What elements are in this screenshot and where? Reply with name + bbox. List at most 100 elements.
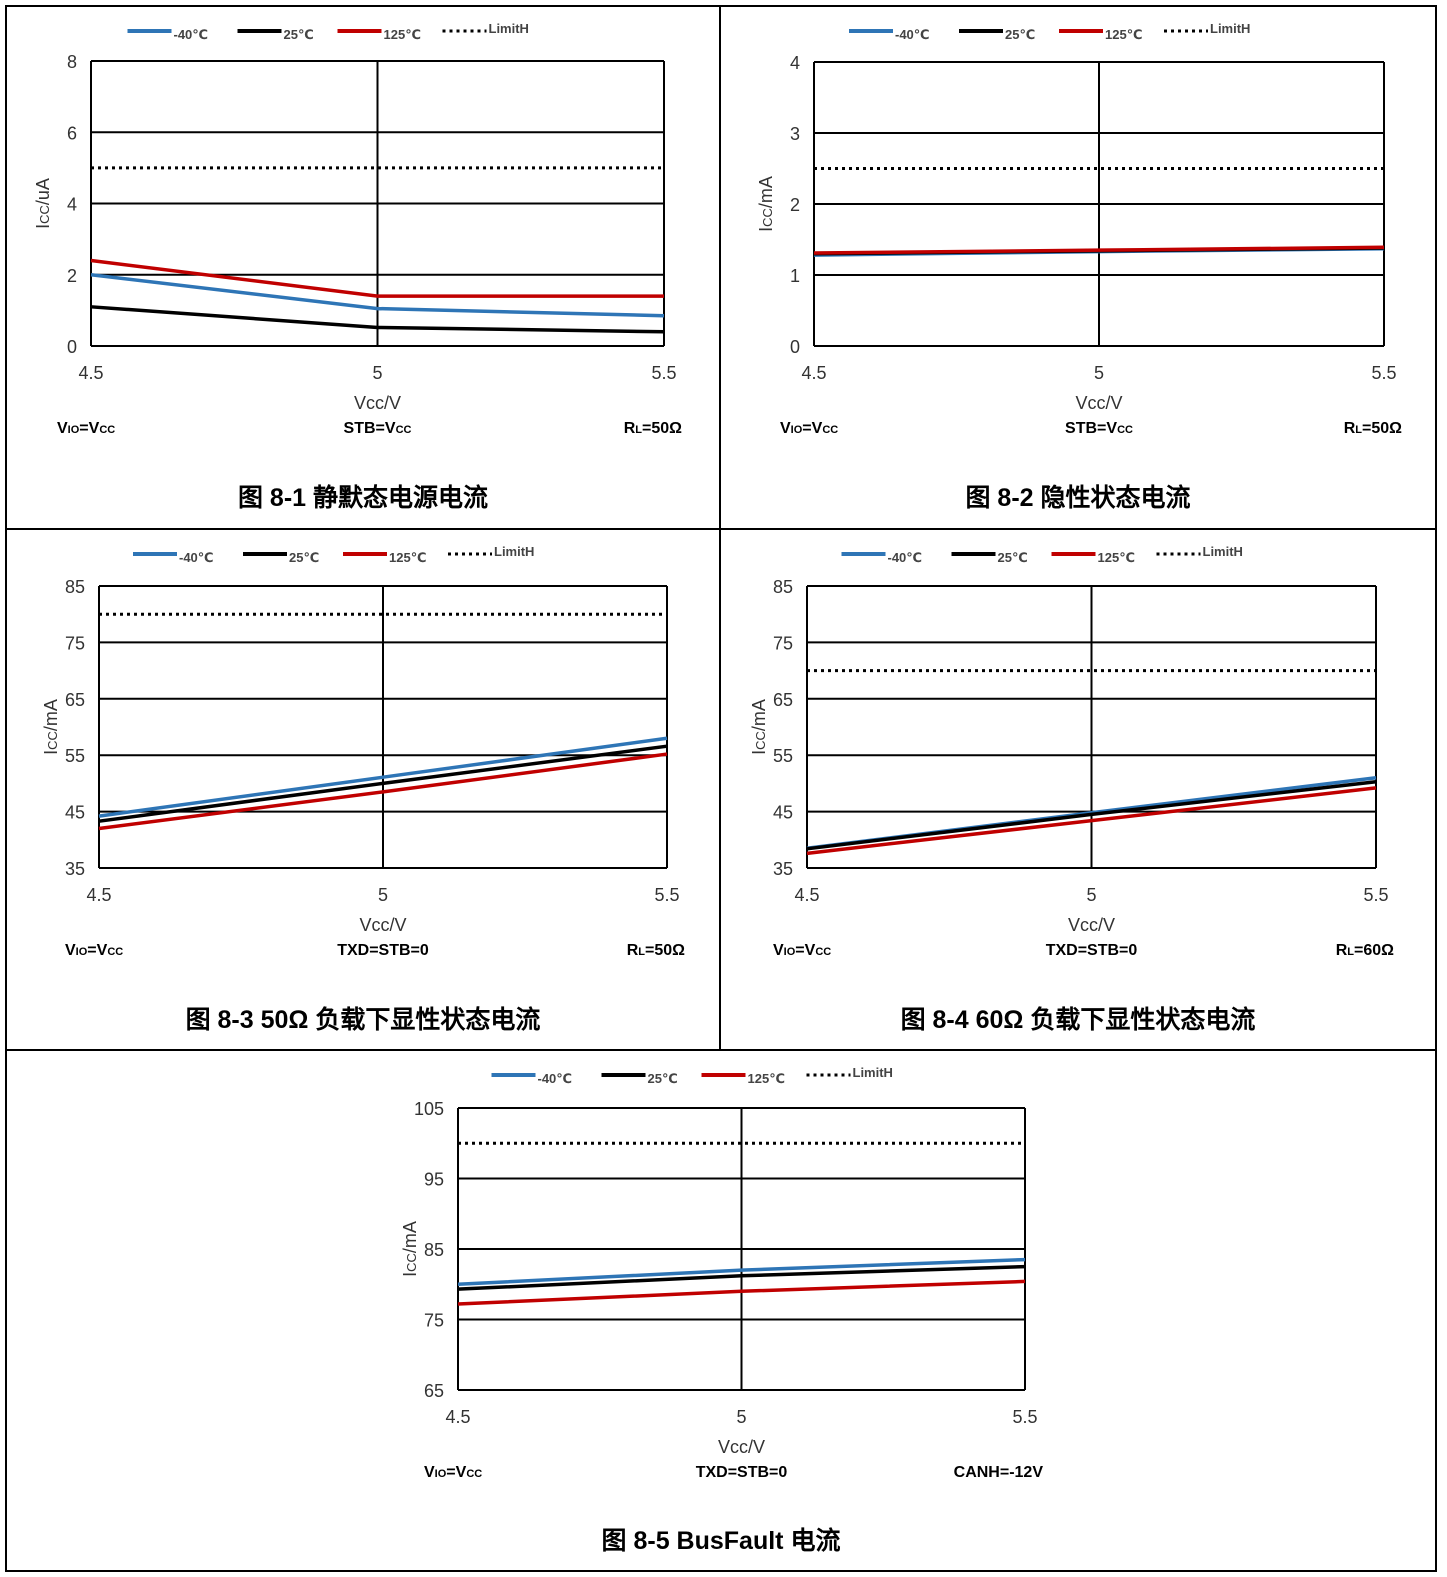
y-tick-label: 85 [65,577,85,597]
x-axis-label: Vcc/V [354,393,401,413]
x-tick-label: 5.5 [651,363,676,383]
x-tick-label: 5.5 [1371,363,1396,383]
y-axis-label: ICC/mA [749,699,769,755]
x-tick-label: 5 [1086,885,1096,905]
condition-vio: VIO=VCC [65,942,123,959]
series-line-m40 [90,273,665,318]
legend-label-p125: 125℃ [384,27,421,42]
x-tick-label: 5.5 [1363,885,1388,905]
y-tick-label: 0 [67,337,77,357]
y-tick-label: 65 [773,690,793,710]
y-tick-label: 75 [773,633,793,653]
legend-label-p25: 25℃ [1005,27,1035,42]
chart-caption: 图 8-3 50Ω 负载下显性状态电流 [185,1006,541,1034]
y-tick-label: 2 [67,266,77,286]
y-tick-label: 45 [65,803,85,823]
table-border-left [5,5,7,1572]
series-line-p25 [90,305,665,334]
y-tick-label: 4 [67,195,77,215]
x-tick-label: 5 [372,363,382,383]
condition-load: RL=50Ω [624,420,682,437]
chart-cell-8-4: 35 45 55 65 75 85 4.5 5 5.5 -40℃ 25℃ 125℃ LimitH ICC/… [721,530,1435,1049]
condition-vio: VIO=VCC [57,420,115,437]
x-tick-label: 4.5 [801,363,826,383]
condition-vio: VIO=VCC [773,942,831,959]
x-tick-label: 4.5 [445,1407,470,1427]
series-line-p125 [813,245,1385,255]
legend-label-limit: LimitH [1203,544,1243,559]
y-tick-label: 55 [65,746,85,766]
legend-label-limit: LimitH [1210,21,1250,36]
y-tick-label: 0 [790,337,800,357]
chart-caption: 图 8-4 60Ω 负载下显性状态电流 [900,1006,1256,1034]
condition-vio: VIO=VCC [424,1464,482,1481]
chart-cell-8-1: 0 2 4 6 8 4.5 5 5.5 -40℃ 25℃ 125℃ LimitH ICC/uA Vcc/V… [7,7,719,528]
y-tick-label: 3 [790,124,800,144]
legend-label-limit: LimitH [489,21,529,36]
table-divider-col [719,5,721,1050]
condition-stb: TXD=STB=0 [1046,942,1138,959]
legend-label-m40: -40℃ [888,550,923,565]
chart-icc-quiescent: 0 2 4 6 8 4.5 5 5.5 -40℃ 25℃ 125℃ LimitH ICC/uA Vcc/V… [33,21,682,437]
y-tick-label: 35 [773,859,793,879]
series-line-p125 [457,1279,1026,1306]
chart-caption: 图 8-5 BusFault 电流 [601,1527,841,1555]
y-tick-label: 6 [67,123,77,143]
chart-cell-8-3: 35 45 55 65 75 85 4.5 5 5.5 -40℃ 25℃ 125℃ LimitH ICC/… [7,530,719,1049]
legend-label-p125: 125℃ [748,1071,785,1086]
chart-cell-8-5: 65 75 85 95 105 4.5 5 5.5 -40℃ 25℃ 125℃ LimitH ICC/m… [7,1051,1435,1570]
series-line-m40 [457,1257,1026,1286]
series-line-p25 [98,744,668,823]
y-axis-label: ICC/uA [33,178,53,229]
legend-label-limit: LimitH [494,544,534,559]
y-tick-label: 85 [773,577,793,597]
y-tick-label: 55 [773,746,793,766]
y-tick-label: 75 [65,633,85,653]
legend-label-p25: 25℃ [648,1071,678,1086]
y-tick-label: 95 [424,1170,444,1190]
condition-stb: STB=VCC [344,420,412,437]
y-tick-label: 1 [790,266,800,286]
table-divider-row2 [5,1049,1437,1051]
y-tick-label: 35 [65,859,85,879]
series-line-p125 [98,752,668,831]
series-line-p25 [457,1264,1026,1291]
condition-stb: TXD=STB=0 [696,1464,788,1481]
x-tick-label: 5 [1094,363,1104,383]
series-line-p125 [90,258,664,298]
legend-label-limit: LimitH [853,1065,893,1080]
y-tick-label: 85 [424,1240,444,1260]
x-tick-label: 4.5 [86,885,111,905]
chart-caption: 图 8-2 隐性状态电流 [965,484,1191,512]
series-line-m40 [98,736,668,818]
y-tick-label: 4 [790,53,800,73]
chart-icc-dominant-50ohm: 35 45 55 65 75 85 4.5 5 5.5 -40℃ 25℃ 125℃ LimitH ICC/… [41,544,685,959]
condition-load: RL=50Ω [1344,420,1402,437]
x-tick-label: 5 [736,1407,746,1427]
legend-label-p125: 125℃ [1105,27,1142,42]
condition-stb: TXD=STB=0 [337,942,429,959]
y-axis-label: ICC/mA [400,1221,420,1277]
table-border-right [1435,5,1437,1572]
legend-label-p125: 125℃ [389,550,426,565]
table-border-bottom [5,1570,1437,1572]
y-axis-label: ICC/mA [756,176,776,232]
x-axis-label: Vcc/V [1068,915,1115,935]
y-tick-label: 65 [424,1381,444,1401]
series-line-p25 [806,779,1377,851]
legend-label-p25: 25℃ [289,550,319,565]
condition-load: RL=60Ω [1336,942,1394,959]
condition-load: RL=50Ω [627,942,685,959]
x-tick-label: 5.5 [654,885,679,905]
table-border-top [5,5,1437,7]
x-axis-label: Vcc/V [359,915,406,935]
condition-stb: STB=VCC [1065,420,1133,437]
y-tick-label: 45 [773,803,793,823]
series-line-p125 [806,786,1377,856]
chart-icc-busfault: 65 75 85 95 105 4.5 5 5.5 -40℃ 25℃ 125℃ LimitH ICC/m… [400,1065,1043,1481]
y-axis-label: ICC/mA [41,699,61,755]
y-tick-label: 65 [65,690,85,710]
x-tick-label: 4.5 [794,885,819,905]
chart-caption: 图 8-1 静默态电源电流 [237,484,489,512]
condition-vio: VIO=VCC [780,420,838,437]
